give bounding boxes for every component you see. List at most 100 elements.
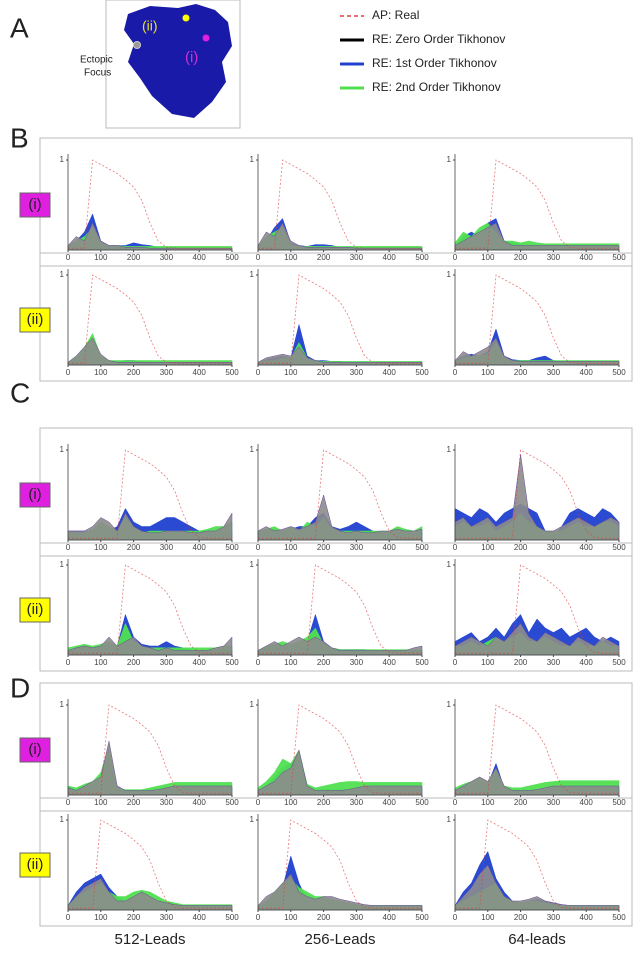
x-tick-label: 100 [284,913,298,922]
x-tick-label: 200 [127,798,141,807]
x-tick-label: 100 [94,253,108,262]
x-tick-label: 200 [317,658,331,667]
x-tick-label: 400 [580,798,594,807]
area [67,740,233,796]
ap-line [68,564,232,654]
x-tick-label: 500 [612,253,626,262]
x-tick-label: 500 [612,913,626,922]
x-tick-label: 300 [350,913,364,922]
x-tick-label: 100 [284,798,298,807]
x-tick-label: 300 [547,368,561,377]
x-tick-label: 400 [383,368,397,377]
area [257,494,423,541]
x-tick-label: 0 [453,253,458,262]
x-tick-label: 100 [94,798,108,807]
x-tick-label: 400 [193,913,207,922]
x-tick-label: 0 [256,253,261,262]
y-tick-label: 1 [447,700,452,709]
x-tick-label: 400 [193,543,207,552]
y-tick-label: 1 [60,700,65,709]
x-tick-label: 400 [193,798,207,807]
row-label: (ii) [27,601,44,618]
x-tick-label: 200 [317,253,331,262]
row-label-box [19,482,51,508]
x-tick-label: 300 [547,798,561,807]
x-tick-label: 500 [612,368,626,377]
x-tick-label: 100 [284,253,298,262]
ap-line [258,159,422,249]
row-label: (i) [28,196,41,213]
area [454,454,620,541]
x-tick-label: 100 [284,658,298,667]
x-tick-label: 500 [612,543,626,552]
y-tick-label: 1 [60,560,65,569]
area [257,749,423,796]
x-tick-label: 400 [383,913,397,922]
x-tick-label: 500 [612,798,626,807]
x-tick-label: 500 [612,658,626,667]
column-label: 256-Leads [305,931,376,948]
x-tick-label: 0 [256,368,261,377]
x-tick-label: 0 [256,913,261,922]
x-tick-label: 200 [127,913,141,922]
x-tick-label: 400 [193,368,207,377]
x-tick-label: 0 [256,658,261,667]
x-tick-label: 400 [580,253,594,262]
y-tick-label: 1 [60,155,65,164]
panel-label: A [10,12,29,43]
x-tick-label: 100 [284,543,298,552]
row-label-box [19,192,51,218]
x-tick-label: 0 [66,253,71,262]
y-tick-label: 1 [250,155,255,164]
x-tick-label: 200 [127,543,141,552]
x-tick-label: 200 [317,913,331,922]
area [257,636,423,656]
x-tick-label: 200 [514,798,528,807]
ap-line [68,274,232,364]
x-tick-label: 0 [453,368,458,377]
row-label-box [19,597,51,623]
y-tick-label: 1 [60,270,65,279]
x-tick-label: 300 [350,658,364,667]
area [67,878,233,911]
column-label: 512-Leads [115,931,186,948]
ap-line [68,159,232,249]
area [454,767,620,796]
legend-label: RE: 2nd Order Tikhonov [372,80,501,94]
x-tick-label: 400 [383,798,397,807]
x-tick-label: 400 [383,543,397,552]
ap-line [68,449,232,539]
legend-label: RE: Zero Order Tikhonov [372,32,505,46]
x-tick-label: 300 [547,658,561,667]
area [67,636,233,656]
x-tick-label: 300 [160,798,174,807]
panel-label: B [10,122,29,153]
y-tick-label: 1 [447,270,452,279]
heart-label: (ii) [142,18,158,34]
x-tick-label: 300 [547,913,561,922]
y-tick-label: 1 [250,700,255,709]
row-label-box [19,852,51,878]
x-tick-label: 200 [317,543,331,552]
x-tick-label: 0 [66,913,71,922]
y-tick-label: 1 [447,560,452,569]
x-tick-label: 0 [66,658,71,667]
y-tick-label: 1 [250,560,255,569]
x-tick-label: 300 [160,913,174,922]
focus-dot [133,41,141,49]
x-tick-label: 400 [383,658,397,667]
y-tick-label: 1 [250,270,255,279]
focus-label: Ectopic [80,55,113,66]
area [454,864,620,911]
x-tick-label: 300 [350,368,364,377]
row-label: (i) [28,486,41,503]
ap-line [455,564,619,654]
x-tick-label: 100 [481,913,495,922]
x-tick-label: 0 [453,798,458,807]
x-tick-label: 100 [284,368,298,377]
x-tick-label: 400 [580,543,594,552]
x-tick-label: 0 [453,543,458,552]
heart-shape [124,4,232,118]
x-tick-label: 200 [317,368,331,377]
